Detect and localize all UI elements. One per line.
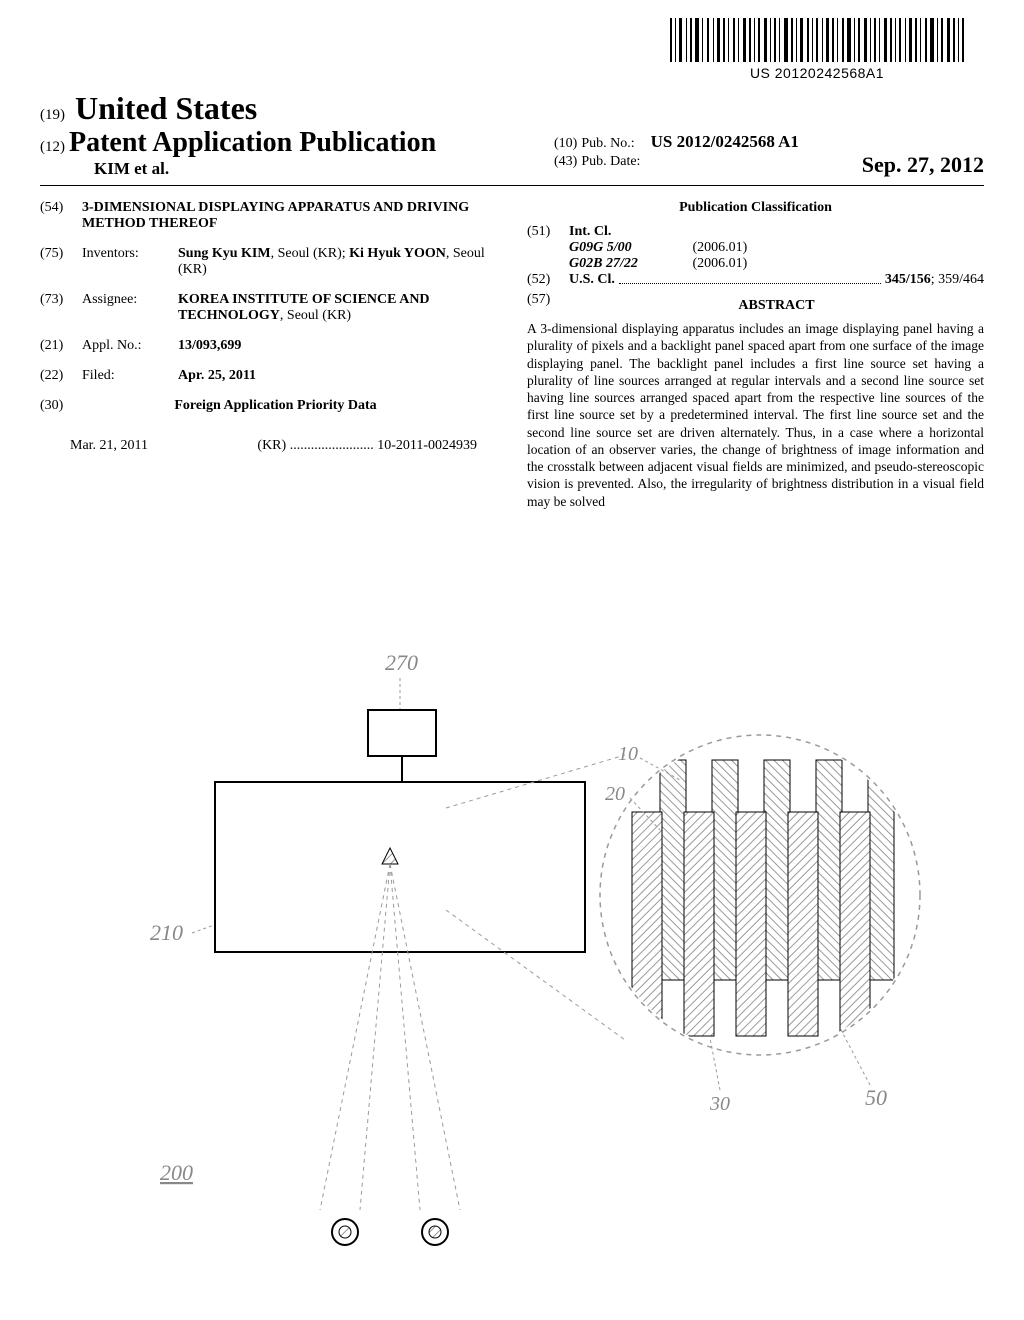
- label-20: 20: [605, 783, 625, 805]
- uscl-label: U.S. Cl.: [569, 272, 615, 288]
- intcl1-class: G09G 5/00: [569, 240, 689, 256]
- classification-head: Publication Classification: [527, 200, 984, 216]
- inventors: Sung Kyu KIM, Seoul (KR); Ki Hyuk YOON, …: [178, 246, 497, 278]
- priority-no: 10-2011-0024939: [377, 438, 477, 453]
- divider: [40, 185, 984, 186]
- code-30: (30): [40, 398, 82, 414]
- right-column: Publication Classification (51) Int. Cl.…: [527, 200, 984, 510]
- label-200: 200: [160, 1160, 193, 1185]
- code-10: (10): [554, 136, 577, 151]
- code-57: (57): [527, 292, 569, 320]
- biblio: (54) 3-DIMENSIONAL DISPLAYING APPARATUS …: [40, 200, 984, 510]
- code-43: (43): [554, 154, 577, 169]
- country: United States: [75, 90, 257, 126]
- assignee-label: Assignee:: [82, 292, 178, 324]
- barcode-icon: [670, 18, 964, 62]
- invention-title: 3-DIMENSIONAL DISPLAYING APPARATUS AND D…: [82, 200, 497, 232]
- pub-date: Sep. 27, 2012: [862, 152, 984, 178]
- priority-head: Foreign Application Priority Data: [86, 398, 466, 414]
- pub-no: US 2012/0242568 A1: [651, 132, 799, 151]
- filed-date: Apr. 25, 2011: [178, 368, 497, 384]
- label-270: 270: [385, 650, 418, 675]
- label-10: 10: [618, 743, 638, 765]
- uscl-sec: ; 359/464: [931, 272, 984, 287]
- inventors-text: Sung Kyu KIM, Seoul (KR); Ki Hyuk YOON, …: [178, 246, 485, 277]
- code-22: (22): [40, 368, 82, 384]
- appl-label: Appl. No.:: [82, 338, 178, 354]
- pub-date-label: Pub. Date:: [581, 154, 640, 169]
- left-column: (54) 3-DIMENSIONAL DISPLAYING APPARATUS …: [40, 200, 497, 510]
- uscl-dots: [619, 272, 881, 284]
- inventors-label: Inventors:: [82, 246, 178, 278]
- priority-country: (KR): [257, 438, 286, 453]
- abstract-body: A 3-dimensional displaying apparatus inc…: [527, 320, 984, 510]
- filed-label: Filed:: [82, 368, 178, 384]
- priority-row: Mar. 21, 2011 (KR) .....................…: [40, 438, 497, 454]
- priority-dots: ........................: [290, 438, 374, 453]
- intcl1-year: (2006.01): [693, 240, 748, 256]
- authors: KIM et al.: [40, 159, 436, 179]
- abstract-head: ABSTRACT: [569, 298, 984, 314]
- label-30: 30: [709, 1093, 730, 1115]
- uscl-main: 345/156: [885, 272, 931, 287]
- code-52: (52): [527, 272, 569, 288]
- code-75: (75): [40, 246, 82, 278]
- code-51: (51): [527, 224, 569, 240]
- display-rect: [215, 782, 585, 952]
- label-210: 210: [150, 920, 183, 945]
- code-19: (19): [40, 107, 65, 123]
- barcode-block: US 20120242568A1: [670, 18, 964, 81]
- appl-no: 13/093,699: [178, 338, 497, 354]
- code-12: (12): [40, 139, 65, 155]
- label-50: 50: [865, 1085, 887, 1110]
- barcode-text: US 20120242568A1: [670, 65, 964, 81]
- code-73: (73): [40, 292, 82, 324]
- intcl-label: Int. Cl.: [569, 224, 639, 240]
- header: (19) United States (12) Patent Applicati…: [40, 90, 984, 179]
- pub-type: Patent Application Publication: [69, 127, 436, 158]
- intcl2-year: (2006.01): [693, 256, 748, 272]
- intcl2-class: G02B 27/22: [569, 256, 689, 272]
- assignee-loc: , Seoul (KR): [280, 308, 351, 323]
- code-21: (21): [40, 338, 82, 354]
- assignee: KOREA INSTITUTE OF SCIENCE AND TECHNOLOG…: [178, 292, 497, 324]
- code-54: (54): [40, 200, 82, 232]
- pub-no-label: Pub. No.:: [581, 136, 634, 151]
- patent-figure: 270 210 200: [120, 650, 940, 1290]
- priority-date: Mar. 21, 2011: [70, 438, 148, 454]
